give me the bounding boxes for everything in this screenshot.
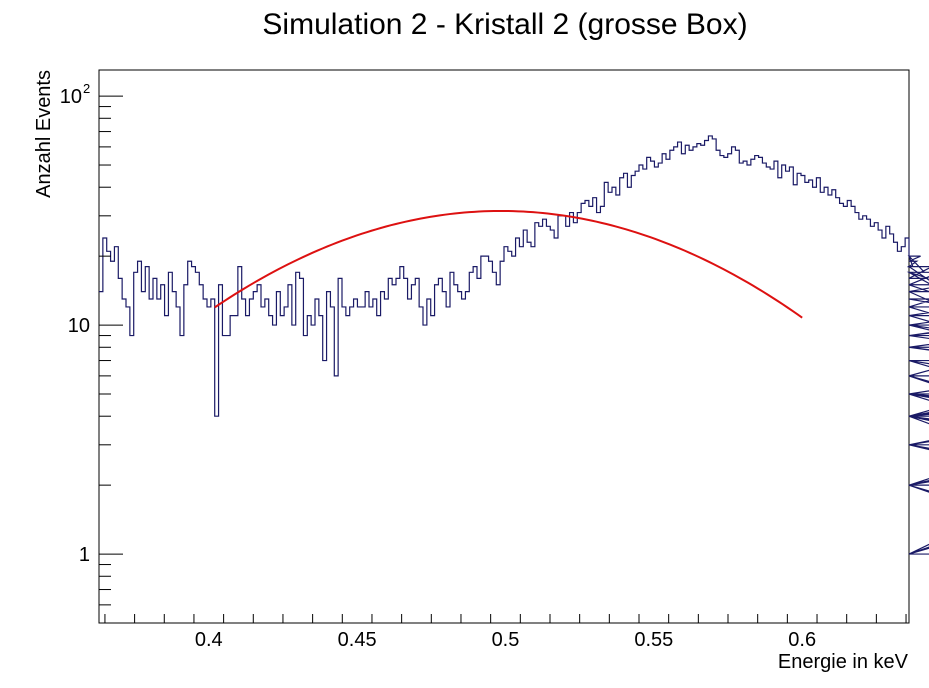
plot-frame (98, 69, 910, 624)
x-tick-label: 0.55 (634, 629, 673, 651)
histogram-line (99, 135, 929, 555)
x-axis-title: Energie in keV (778, 651, 909, 673)
x-tick-label: 0.6 (788, 629, 816, 651)
y-tick-label: 10 (68, 315, 90, 337)
fit-curve (214, 209, 803, 319)
x-tick-label: 0.45 (338, 629, 377, 651)
y-tick-label: 10 (60, 86, 82, 108)
y-tick-label: 1 (79, 544, 90, 566)
y-tick-exponent: 2 (83, 81, 90, 96)
x-axis: 0.4 0.45 0.5 0.55 0.6 (104, 614, 907, 651)
chart-title: Simulation 2 - Kristall 2 (grosse Box) (262, 8, 747, 41)
histogram-layer (99, 135, 929, 555)
x-tick-label: 0.4 (195, 629, 223, 651)
fit-layer (214, 209, 803, 319)
y-axis-title: Anzahl Events (33, 70, 55, 198)
x-tick-label: 0.5 (492, 629, 520, 651)
